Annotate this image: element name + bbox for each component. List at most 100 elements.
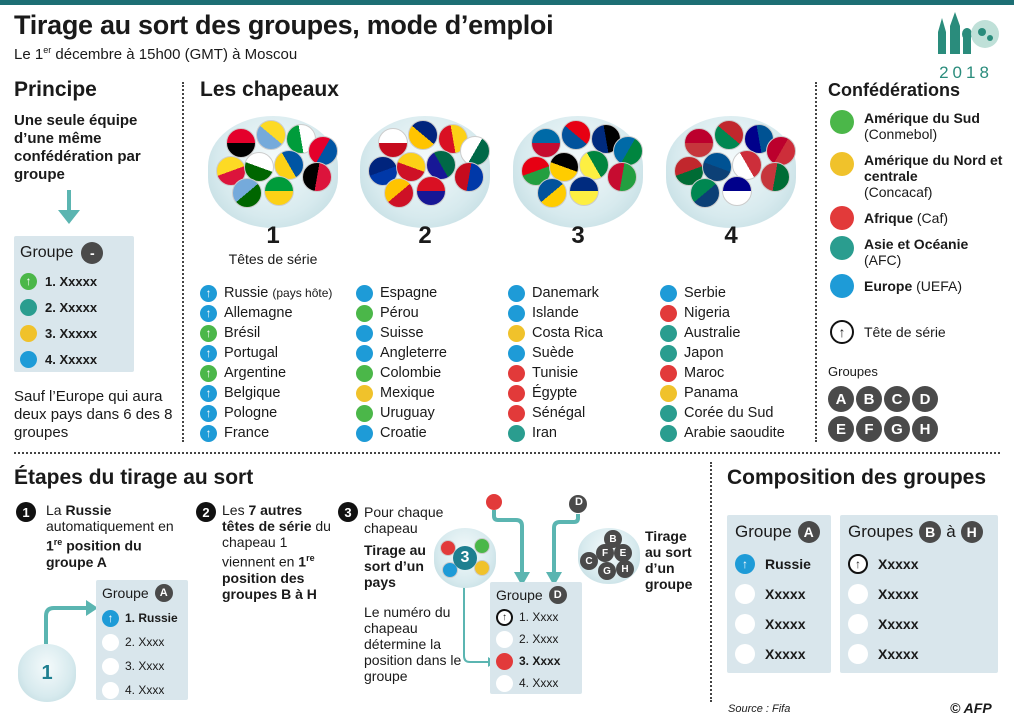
team-name: Japon bbox=[684, 345, 724, 361]
flag-ball bbox=[416, 176, 446, 206]
conf-dot bbox=[356, 284, 373, 302]
principe-row: 1. Xxxxx bbox=[45, 273, 98, 289]
principe-dot bbox=[20, 298, 37, 316]
flag-ball bbox=[454, 162, 484, 192]
team-name: Iran bbox=[532, 425, 557, 441]
step3-number: 3 bbox=[338, 502, 358, 522]
flag-ball bbox=[607, 162, 637, 192]
team-name: Suisse bbox=[380, 325, 424, 341]
conf-abbr: (UEFA) bbox=[916, 278, 963, 294]
group-row: 3. Xxxx bbox=[519, 654, 561, 668]
source-text: Source : Fifa bbox=[728, 703, 791, 715]
group-label: Groupes bbox=[848, 522, 914, 541]
flag-ball bbox=[384, 178, 414, 208]
flag-ball bbox=[702, 152, 732, 182]
team-name: Brésil bbox=[224, 325, 261, 341]
seed-arrow-icon: ↑ bbox=[830, 320, 854, 344]
pot-bowl-2: 2 bbox=[360, 108, 490, 288]
group-ball: H bbox=[616, 560, 634, 578]
principe-group-box: Groupe - ↑ 1. Xxxxx 2. Xxxxx 3. Xxxxx 4. … bbox=[14, 236, 134, 372]
confederations-title: Confédérations bbox=[828, 80, 961, 100]
step3-intro: Pour chaque chapeau bbox=[364, 504, 444, 536]
step3-draw-group: Tirage au sort d’un groupe bbox=[645, 528, 693, 592]
seed-arrow-icon: ↑ bbox=[102, 609, 119, 627]
group-row: Xxxxx bbox=[765, 616, 806, 632]
flag-ball bbox=[244, 152, 274, 182]
group-row: 4. Xxxx bbox=[125, 683, 165, 697]
team-row: Sénégal bbox=[508, 403, 648, 423]
group-letter: A bbox=[154, 584, 173, 602]
group-label: Groupe bbox=[735, 522, 792, 541]
step1-number: 1 bbox=[16, 502, 36, 522]
team-row: Croatie bbox=[356, 423, 496, 443]
group-ball: F bbox=[856, 416, 882, 442]
step1-text: La Russie automatiquement en 1re positio… bbox=[46, 502, 174, 570]
principe-dot bbox=[20, 324, 37, 342]
pot-list-3: Danemark Islande Costa Rica Suède Tunisi… bbox=[508, 283, 648, 443]
step1-bowl: 1 bbox=[18, 644, 76, 702]
team-name: Danemark bbox=[532, 285, 599, 301]
team-name: Espagne bbox=[380, 285, 438, 301]
conf-dot bbox=[508, 344, 525, 362]
composition-title: Composition des groupes bbox=[727, 466, 987, 489]
conf-dot bbox=[356, 424, 373, 442]
pot-number: 2 bbox=[418, 222, 432, 249]
group-row: 2. Xxxx bbox=[125, 635, 165, 649]
team-row: ↑ Russie (pays hôte) bbox=[200, 283, 350, 303]
top-bar bbox=[0, 0, 1014, 5]
group-ball: E bbox=[614, 544, 632, 562]
conf-dot bbox=[660, 404, 677, 422]
step3-group-bowl: C F E B H G bbox=[578, 528, 640, 584]
conf-dot bbox=[830, 236, 854, 260]
conf-abbr: (AFC) bbox=[864, 252, 902, 268]
team-name: Islande bbox=[532, 305, 579, 321]
divider-horizontal bbox=[14, 452, 1000, 454]
team-row: Nigeria bbox=[660, 303, 810, 323]
conf-dot bbox=[508, 364, 525, 382]
team-name: Égypte bbox=[532, 385, 578, 401]
down-arrow-icon bbox=[58, 190, 80, 224]
seed-arrow-icon: ↑ bbox=[200, 384, 217, 402]
conf-dot bbox=[356, 364, 373, 382]
conf-item-eu: Europe (UEFA) bbox=[830, 274, 1010, 298]
seed-arrow-icon: ↑ bbox=[200, 344, 217, 362]
team-name: Pérou bbox=[380, 305, 419, 321]
conf-dot bbox=[508, 404, 525, 422]
conf-item-sa: Amérique du Sud (Conmebol) bbox=[830, 110, 1010, 142]
flag-ball bbox=[408, 120, 438, 150]
principe-group-minus: - bbox=[81, 242, 104, 264]
conf-dot bbox=[660, 344, 677, 362]
team-name: Tunisie bbox=[532, 365, 579, 381]
pot-number: 4 bbox=[724, 222, 738, 249]
conf-dot bbox=[830, 110, 854, 134]
group-label: Groupe bbox=[496, 587, 543, 603]
team-row: Suisse bbox=[356, 323, 496, 343]
pot-bowl-1: 1 Têtes de série bbox=[208, 108, 338, 288]
conf-dot bbox=[356, 384, 373, 402]
group-letter: D bbox=[548, 586, 567, 604]
team-name: Serbie bbox=[684, 285, 726, 301]
team-name: Nigeria bbox=[684, 305, 730, 321]
principe-group-label: Groupe bbox=[20, 244, 74, 261]
flag-ball bbox=[460, 136, 490, 166]
team-row: Japon bbox=[660, 343, 810, 363]
conf-name: Europe bbox=[864, 278, 913, 294]
team-name: Argentine bbox=[224, 365, 287, 381]
team-row: Maroc bbox=[660, 363, 810, 383]
conf-dot bbox=[508, 424, 525, 442]
team-name: Pologne bbox=[224, 405, 278, 421]
team-row: Angleterre bbox=[356, 343, 496, 363]
team-row: Pérou bbox=[356, 303, 496, 323]
flag-ball bbox=[714, 120, 744, 150]
page-title: Tirage au sort des groupes, mode d’emplo… bbox=[14, 10, 554, 40]
team-row: Colombie bbox=[356, 363, 496, 383]
pot-list-1: ↑ Russie (pays hôte) ↑ Allemagne ↑ Brésil ↑… bbox=[200, 283, 350, 443]
team-name: Allemagne bbox=[224, 305, 293, 321]
divider-principe bbox=[182, 82, 184, 442]
pot-caption: Têtes de série bbox=[228, 251, 318, 267]
conf-dot bbox=[660, 364, 677, 382]
group-ball: A bbox=[828, 386, 854, 412]
seed-arrow-icon: ↑ bbox=[200, 364, 217, 382]
principe-dot bbox=[20, 350, 37, 368]
flag-ball bbox=[537, 178, 567, 208]
